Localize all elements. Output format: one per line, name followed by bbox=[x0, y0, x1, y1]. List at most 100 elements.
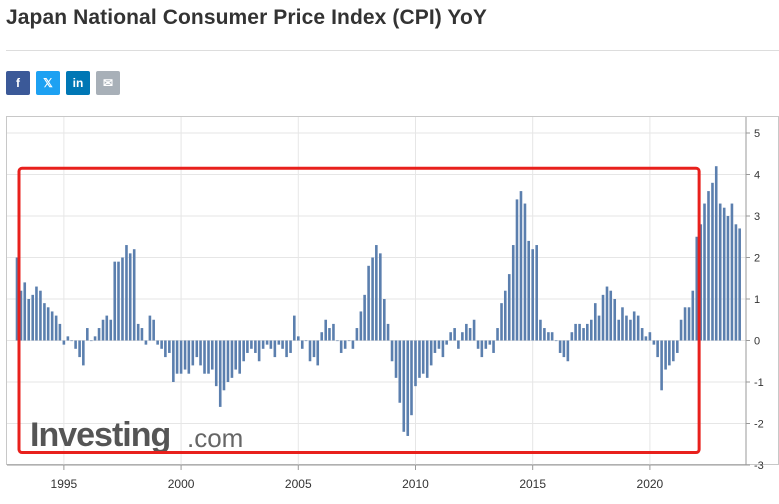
bar bbox=[308, 340, 312, 362]
bar bbox=[648, 332, 652, 341]
bar bbox=[601, 294, 605, 341]
bar bbox=[152, 319, 155, 341]
bar bbox=[324, 319, 328, 341]
email-share-button[interactable]: ✉ bbox=[96, 71, 120, 95]
bar bbox=[492, 340, 495, 353]
bar bbox=[187, 340, 191, 374]
facebook-icon: f bbox=[16, 76, 20, 90]
bar bbox=[199, 340, 202, 366]
bar bbox=[109, 319, 113, 341]
bar bbox=[312, 340, 316, 358]
page-title: Japan National Consumer Price Index (CPI… bbox=[6, 6, 488, 29]
bar bbox=[203, 340, 206, 374]
bar bbox=[269, 340, 273, 349]
bar bbox=[261, 340, 265, 349]
bar bbox=[566, 340, 570, 362]
bar bbox=[617, 319, 621, 341]
bar bbox=[644, 336, 648, 341]
bar bbox=[703, 203, 706, 341]
x-tick-label: 2010 bbox=[402, 477, 429, 491]
bar bbox=[336, 340, 339, 342]
bar bbox=[418, 340, 421, 378]
bar bbox=[218, 340, 222, 407]
bar bbox=[593, 303, 597, 341]
bar bbox=[168, 340, 171, 353]
watermark-brand: Investing bbox=[30, 416, 170, 454]
bar bbox=[547, 332, 550, 341]
bar bbox=[160, 340, 163, 349]
y-tick-label: 0 bbox=[754, 336, 760, 348]
bar bbox=[144, 340, 148, 345]
bar bbox=[496, 328, 499, 341]
bar bbox=[523, 203, 527, 341]
bar-series bbox=[15, 166, 741, 436]
bar bbox=[734, 224, 738, 341]
bar bbox=[39, 290, 42, 341]
bar bbox=[332, 323, 335, 341]
bar bbox=[35, 286, 38, 341]
bar bbox=[210, 340, 214, 370]
bar bbox=[625, 315, 628, 341]
bar bbox=[371, 257, 374, 341]
bar bbox=[425, 340, 429, 378]
bar bbox=[406, 340, 410, 436]
bar bbox=[586, 323, 589, 341]
bar bbox=[511, 245, 515, 341]
linkedin-share-button[interactable]: in bbox=[66, 71, 90, 95]
bar bbox=[476, 340, 480, 349]
bar bbox=[285, 340, 288, 358]
bar bbox=[101, 319, 105, 341]
bar bbox=[437, 340, 441, 349]
bar bbox=[355, 328, 359, 341]
bar bbox=[480, 340, 484, 358]
bar bbox=[558, 340, 562, 353]
bar bbox=[629, 319, 632, 341]
bar bbox=[234, 340, 237, 370]
bar bbox=[230, 340, 234, 378]
bar bbox=[379, 253, 382, 341]
bar bbox=[621, 307, 624, 341]
bar bbox=[711, 182, 714, 341]
bar bbox=[453, 328, 456, 341]
bar bbox=[367, 265, 370, 341]
bar bbox=[15, 257, 19, 341]
bar bbox=[343, 340, 347, 349]
bar bbox=[433, 340, 437, 353]
bar bbox=[613, 299, 617, 341]
bar bbox=[164, 340, 167, 358]
bar bbox=[293, 315, 296, 341]
bar bbox=[328, 328, 331, 341]
bar bbox=[699, 224, 703, 341]
bar bbox=[246, 340, 249, 353]
bar bbox=[386, 323, 390, 341]
bar bbox=[550, 332, 554, 341]
bar bbox=[183, 340, 187, 370]
bar bbox=[195, 340, 199, 358]
highlight-box bbox=[17, 166, 701, 455]
twitter-share-button[interactable]: 𝕏 bbox=[36, 71, 60, 95]
bar bbox=[472, 319, 476, 341]
title-divider bbox=[6, 50, 779, 51]
bar bbox=[121, 257, 124, 341]
bar bbox=[421, 340, 425, 374]
bar bbox=[691, 290, 695, 341]
bar bbox=[465, 323, 468, 341]
bar bbox=[554, 340, 558, 342]
bar bbox=[136, 323, 140, 341]
bar bbox=[254, 340, 257, 353]
bar bbox=[503, 290, 507, 341]
y-tick-label: 3 bbox=[754, 211, 760, 223]
bar bbox=[250, 340, 253, 349]
bar bbox=[296, 336, 300, 341]
facebook-share-button[interactable]: f bbox=[6, 71, 30, 95]
x-tick-label: 1995 bbox=[51, 477, 78, 491]
bar bbox=[363, 294, 366, 341]
bar bbox=[214, 340, 218, 387]
bar bbox=[62, 340, 66, 345]
bar bbox=[445, 340, 448, 345]
bar bbox=[70, 340, 73, 342]
bar bbox=[273, 340, 277, 358]
bar bbox=[125, 245, 128, 341]
bar bbox=[738, 228, 741, 341]
y-tick-label: 1 bbox=[754, 294, 760, 306]
